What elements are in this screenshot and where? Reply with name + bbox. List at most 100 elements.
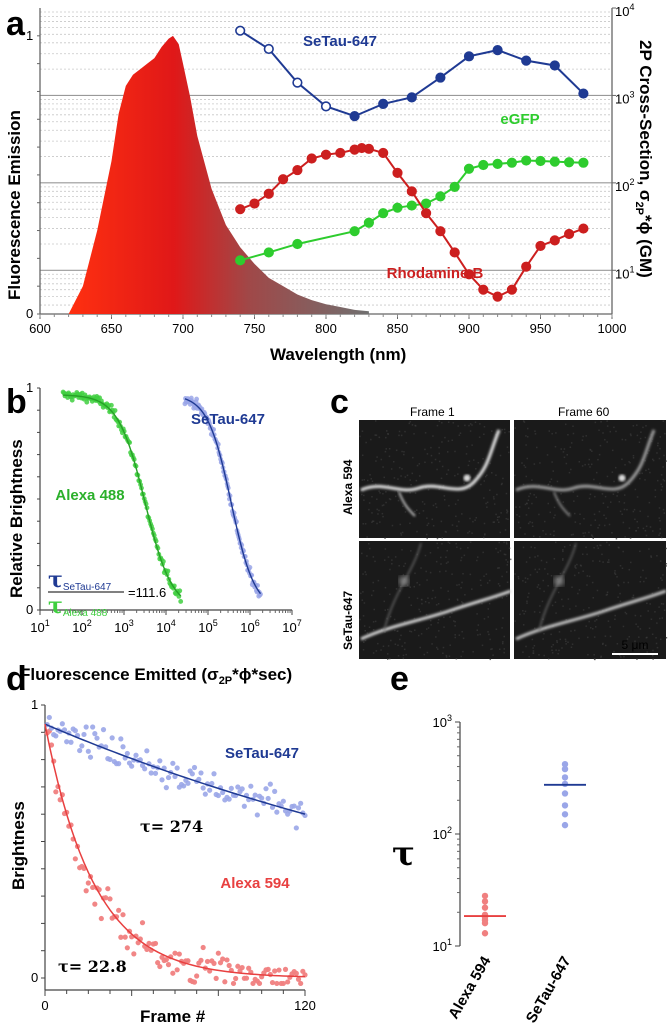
noise: [439, 570, 441, 573]
data-point: [211, 771, 217, 777]
noise: [570, 646, 573, 649]
noise: [529, 521, 531, 523]
noise: [495, 474, 497, 476]
noise: [632, 425, 635, 427]
noise: [604, 438, 606, 441]
noise: [611, 471, 614, 473]
noise: [409, 522, 411, 525]
noise: [624, 439, 627, 441]
data-point: [170, 970, 176, 976]
x-tick-label: 800: [315, 321, 337, 336]
noise: [576, 563, 578, 566]
data-point: [549, 156, 560, 167]
noise: [508, 451, 510, 454]
noise: [581, 465, 584, 467]
noise: [556, 641, 558, 644]
noise: [449, 644, 451, 647]
noise: [597, 458, 599, 461]
data-point: [463, 163, 475, 174]
noise: [594, 519, 597, 521]
noise: [448, 542, 451, 544]
data-point: [293, 970, 299, 976]
data-point: [191, 979, 198, 985]
noise: [483, 433, 485, 436]
noise: [567, 641, 569, 643]
noise: [551, 649, 553, 651]
noise: [397, 655, 400, 657]
noise: [574, 521, 577, 523]
noise: [451, 524, 454, 526]
noise: [386, 658, 389, 660]
noise: [469, 476, 472, 478]
data-point: [478, 284, 489, 295]
noise: [553, 558, 556, 560]
data-point: [46, 714, 52, 721]
data-point: [90, 724, 96, 730]
noise: [482, 551, 484, 554]
data-point: [69, 397, 75, 403]
data-point: [83, 724, 89, 730]
noise: [398, 434, 400, 437]
micrograph-3: [359, 541, 512, 661]
y-tick-label: 102: [433, 825, 452, 842]
data-point: [157, 963, 163, 970]
noise: [606, 541, 608, 544]
noise: [456, 546, 458, 548]
data-point: [202, 791, 208, 797]
noise: [441, 536, 443, 539]
noise: [606, 425, 609, 427]
noise: [506, 446, 509, 448]
data-point: [112, 408, 118, 413]
data-point: [481, 898, 489, 905]
noise: [430, 624, 432, 626]
noise: [617, 584, 619, 586]
data-point: [163, 785, 169, 791]
noise: [652, 459, 655, 462]
noise: [476, 556, 479, 558]
noise: [382, 492, 384, 495]
noise: [559, 572, 562, 575]
noise: [424, 461, 426, 464]
y2-tick-label-base: 10: [615, 91, 629, 106]
noise: [531, 502, 533, 505]
noise: [549, 511, 552, 514]
noise: [412, 456, 414, 459]
data-point: [139, 920, 146, 926]
noise: [367, 542, 370, 545]
noise: [543, 654, 545, 657]
noise: [391, 524, 394, 527]
data-point: [207, 787, 213, 793]
noise: [402, 505, 404, 508]
x-tick-label: 104: [156, 618, 175, 635]
x-tick-label-exp: 5: [213, 618, 218, 628]
noise: [546, 454, 549, 456]
noise: [646, 602, 648, 605]
y2-tick-label: 101: [615, 264, 634, 281]
noise: [457, 473, 459, 475]
noise: [416, 581, 418, 584]
noise: [426, 524, 429, 527]
noise: [601, 553, 603, 556]
data-point: [263, 247, 274, 258]
noise: [573, 574, 576, 577]
noise: [509, 558, 512, 561]
ratio-numerator-sub: SeTau-647: [63, 582, 112, 593]
noise: [636, 520, 639, 523]
data-point: [198, 770, 204, 776]
noise: [642, 426, 644, 429]
noise: [534, 430, 536, 432]
noise: [421, 602, 423, 605]
data-point: [578, 157, 589, 168]
noise: [521, 462, 523, 464]
noise: [536, 586, 539, 588]
noise: [599, 482, 601, 485]
noise: [491, 430, 493, 432]
noise: [480, 483, 482, 486]
noise: [619, 510, 622, 513]
panel-a-ylabel: Fluorescence Emission: [5, 110, 24, 300]
panel-b-xlabel: Fluorescence Emitted (σ2P*ϕ*sec): [20, 665, 292, 687]
noise: [597, 615, 600, 618]
noise: [575, 567, 577, 569]
data-point: [463, 51, 475, 62]
